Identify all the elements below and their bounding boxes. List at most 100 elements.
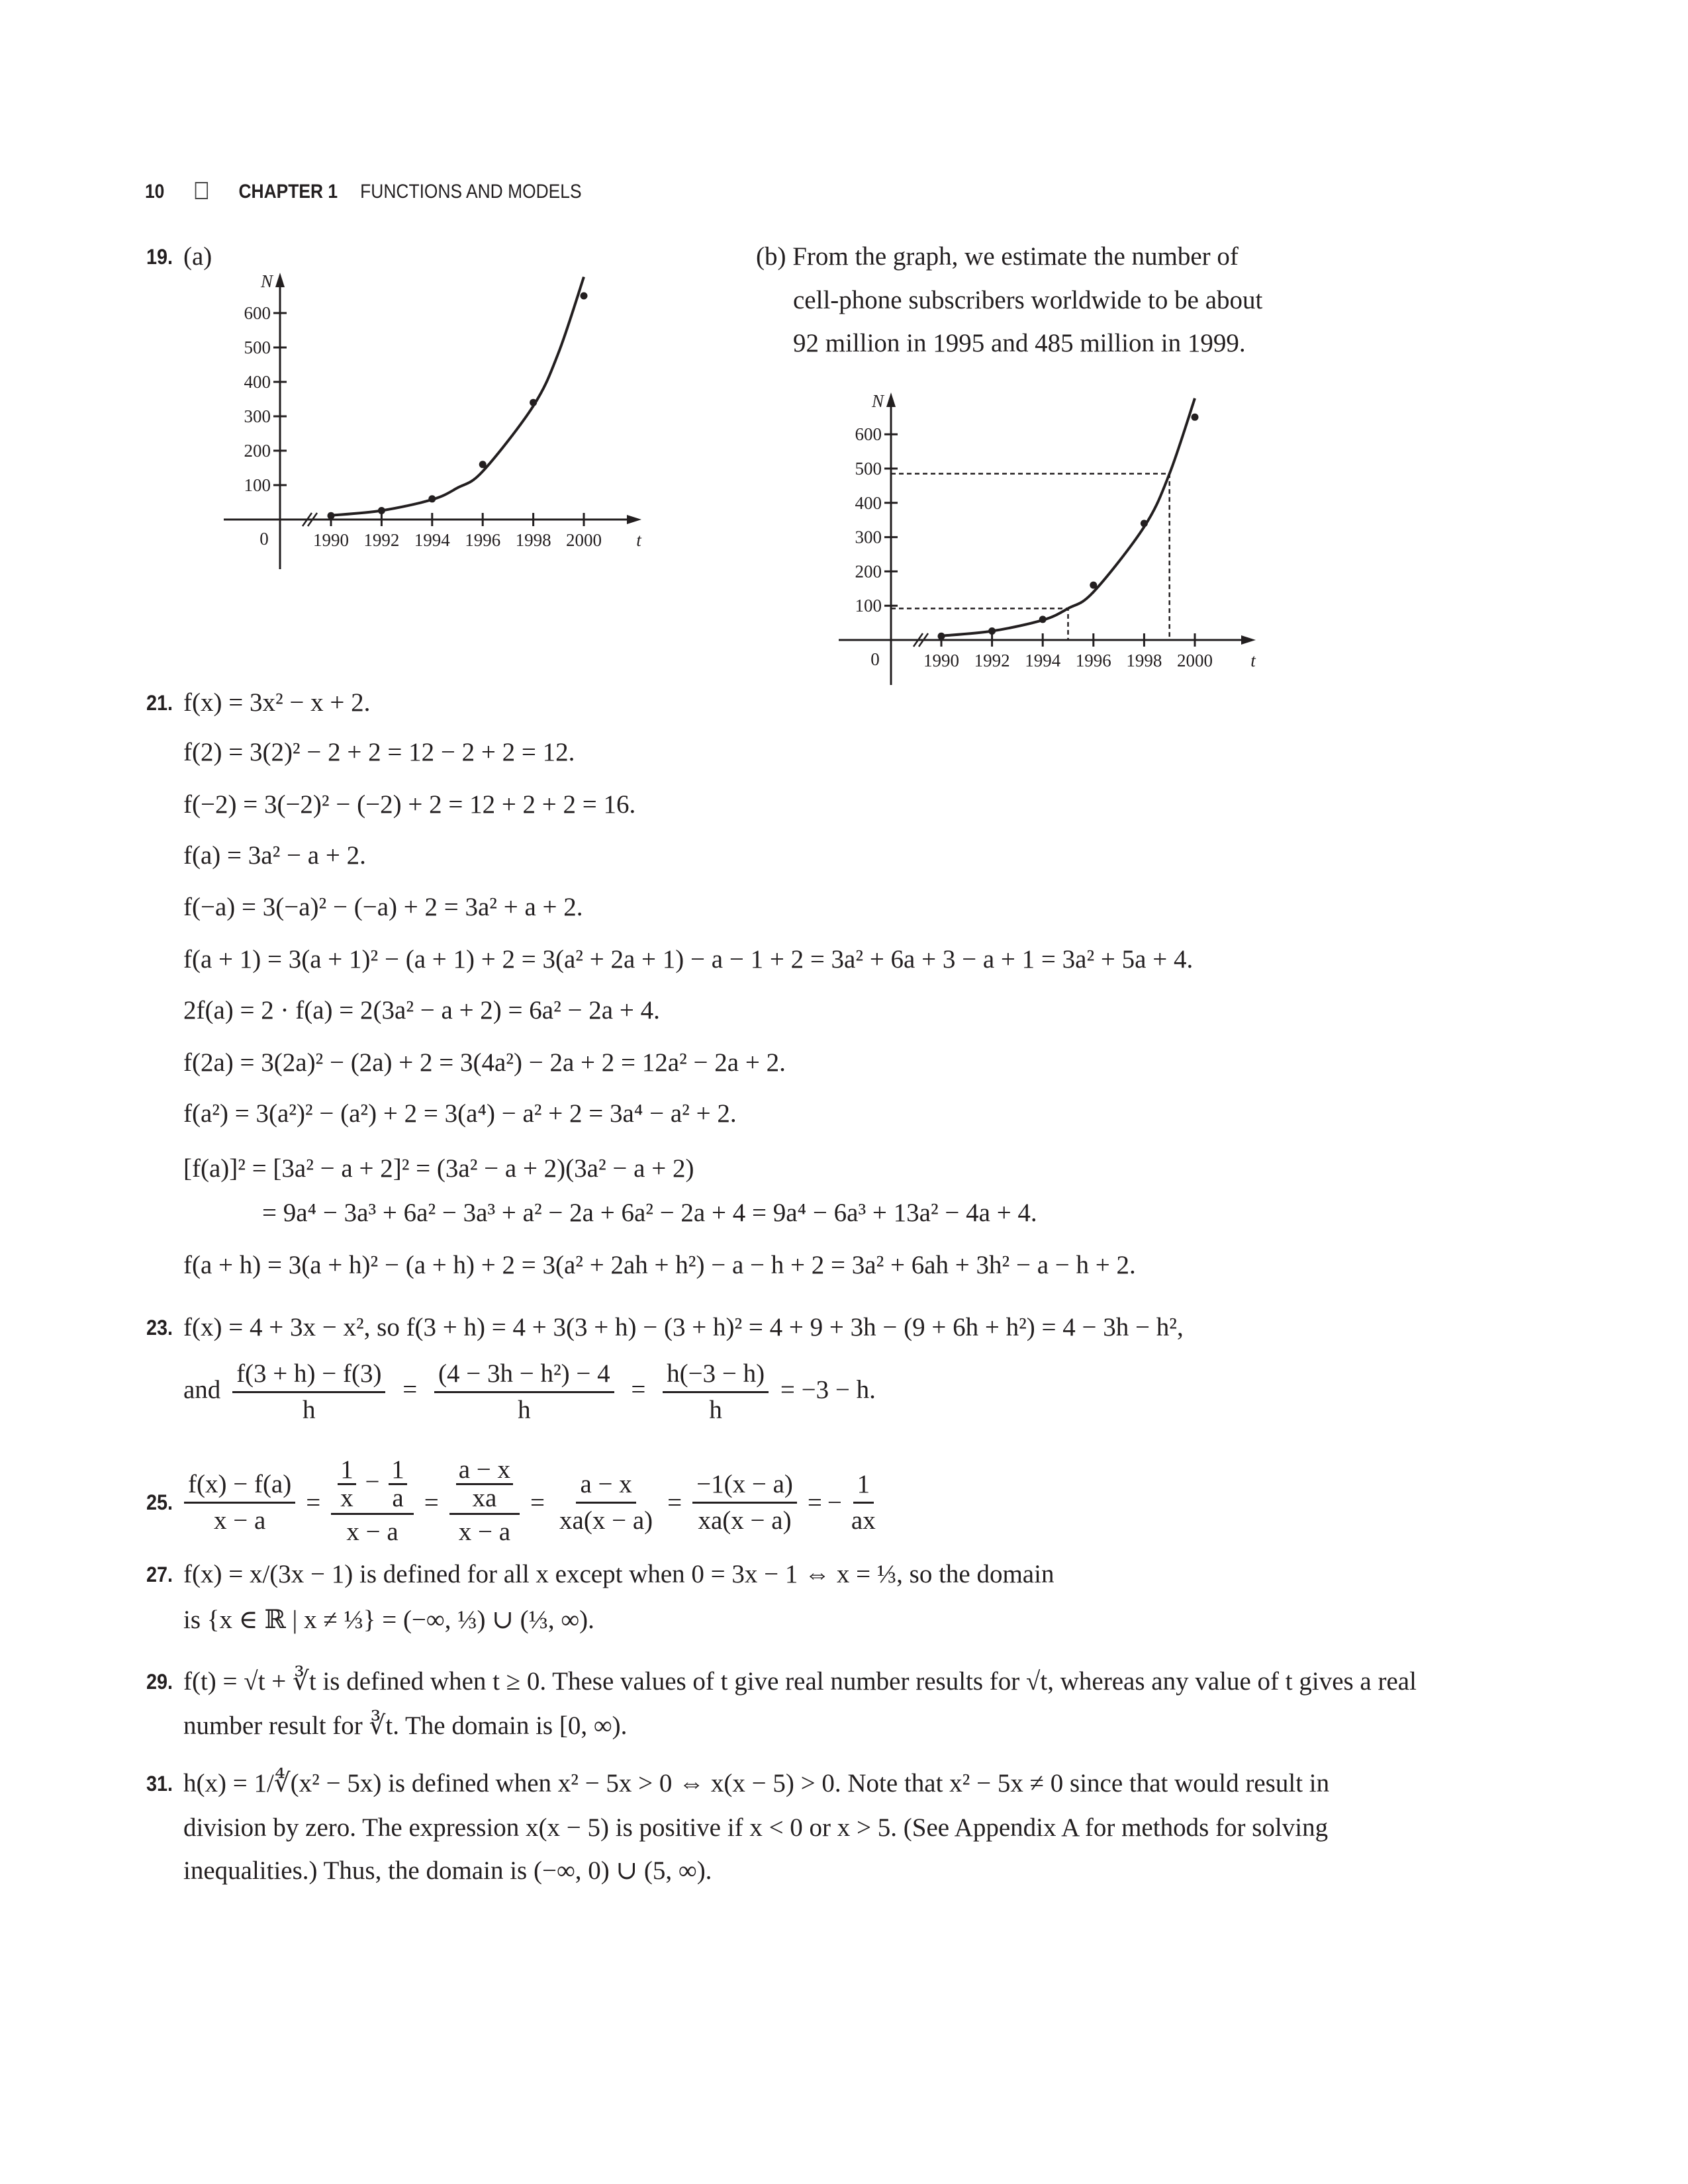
- numerator: a − x: [455, 1457, 514, 1485]
- fraction: f(3 + h) − f(3) h: [232, 1358, 386, 1426]
- p29-line-1: f(t) = √t + ∛t is defined when t ≥ 0. Th…: [183, 1667, 1417, 1696]
- x-tick-label: 1998: [1126, 651, 1162, 670]
- numerator: a − x: [576, 1469, 636, 1504]
- data-point: [479, 461, 487, 469]
- axis-break-mark: [912, 633, 924, 647]
- fraction: a − x xa: [455, 1457, 514, 1512]
- y-tick-label: 200: [244, 441, 271, 461]
- chapter-title: FUNCTIONS AND MODELS: [360, 181, 582, 203]
- x-tick-label: 1990: [313, 530, 349, 550]
- axis-break-mark: [301, 512, 313, 527]
- equals-sign: =: [306, 1488, 321, 1517]
- y-tick-label: 200: [855, 561, 882, 581]
- fitted-curve: [330, 276, 585, 517]
- page-number: 10: [145, 181, 165, 203]
- x-axis-label: t: [636, 530, 642, 550]
- denominator: xa(x − a): [698, 1506, 792, 1535]
- fraction: a − x xa(x − a): [555, 1469, 657, 1537]
- data-point: [327, 512, 335, 520]
- data-point: [1090, 581, 1098, 589]
- fraction: a − x xa x − a: [449, 1457, 520, 1548]
- data-point: [530, 398, 538, 406]
- p21-line-4: f(a) = 3a² − a + 2.: [183, 841, 366, 870]
- equals-sign: =: [807, 1488, 822, 1517]
- data-point: [988, 627, 996, 635]
- chapter-label: CHAPTER 1: [238, 181, 338, 203]
- equals-sign: =: [631, 1375, 646, 1404]
- y-tick-label: 100: [855, 596, 882, 615]
- chart-a: 100 200 300 400 500 600 1990 1992 1994 1996 1998 20…: [224, 271, 642, 569]
- data-point: [1191, 413, 1199, 421]
- x-tick-label: 1994: [414, 530, 451, 550]
- y-axis-arrow-icon: [886, 392, 896, 407]
- y-tick-label: 400: [244, 372, 271, 392]
- estimate-guide-line: [891, 608, 1069, 640]
- equals-sign: =: [402, 1375, 418, 1404]
- data-point: [1140, 520, 1148, 527]
- problem-number-23: 23.: [146, 1316, 173, 1340]
- square-bullet-icon: [195, 182, 209, 199]
- numerator: h(−3 − h): [663, 1358, 769, 1393]
- y-tick-label: 100: [244, 475, 271, 495]
- problem-number-25: 25.: [146, 1490, 173, 1514]
- p21-line-8: f(2a) = 3(2a)² − (2a) + 2 = 3(4a²) − 2a …: [183, 1048, 786, 1077]
- part-b-line-2: cell-phone subscribers worldwide to be a…: [793, 286, 1263, 314]
- y-tick-label: 600: [244, 303, 271, 323]
- p31-line-2: division by zero. The expression x(x − 5…: [183, 1813, 1329, 1842]
- p21-line-10: [f(a)]² = [3a² − a + 2]² = (3a² − a + 2)…: [183, 1154, 694, 1183]
- p27-line-2: is {x ∈ ℝ | x ≠ ⅓} = (−∞, ⅓) ∪ (⅓, ∞).: [183, 1606, 594, 1634]
- y-axis-arrow-icon: [275, 273, 285, 287]
- x-tick-label: 1992: [974, 651, 1010, 670]
- data-point: [580, 292, 588, 300]
- numerator: 1: [389, 1457, 407, 1485]
- problem-number-19: 19.: [146, 245, 173, 269]
- x-tick-label: 1998: [516, 530, 551, 550]
- p23-line-2: and f(3 + h) − f(3) h = (4 − 3h − h²) − 4…: [183, 1358, 876, 1426]
- p21-line-9: f(a²) = 3(a²)² − (a²) + 2 = 3(a⁴) − a² +…: [183, 1099, 737, 1128]
- x-axis-label: t: [1250, 651, 1256, 670]
- axis-break-mark: [306, 512, 318, 527]
- x-tick-label: 1992: [363, 530, 399, 550]
- p21-line-1: f(x) = 3x² − x + 2.: [183, 688, 371, 717]
- x-axis-arrow-icon: [627, 515, 641, 524]
- fraction: (4 − 3h − h²) − 4 h: [434, 1358, 614, 1426]
- x-tick-label: 1996: [1076, 651, 1111, 670]
- part-b-line-3: 92 million in 1995 and 485 million in 19…: [793, 329, 1246, 357]
- p27-line-1: f(x) = x/(3x − 1) is defined for all x e…: [183, 1560, 1055, 1588]
- origin-label: 0: [259, 529, 269, 549]
- denominator: x − a: [458, 1518, 511, 1546]
- fraction: 1 ax: [847, 1469, 880, 1537]
- part-a-label: (a): [183, 242, 212, 271]
- denominator: ax: [851, 1506, 876, 1535]
- x-tick-label: 1994: [1025, 651, 1061, 670]
- x-tick-label: 1990: [923, 651, 959, 670]
- denominator: x: [340, 1484, 353, 1512]
- numerator: a − x xa: [449, 1457, 520, 1515]
- p23-line-1: f(x) = 4 + 3x − x², so f(3 + h) = 4 + 3(…: [183, 1313, 1184, 1342]
- minus-sign: −: [365, 1467, 380, 1496]
- equals-sign: =: [424, 1488, 439, 1517]
- origin-label: 0: [870, 649, 880, 669]
- data-point: [1039, 615, 1047, 623]
- denominator: h: [518, 1396, 531, 1424]
- equals-sign: =: [667, 1488, 682, 1517]
- p21-line-3: f(−2) = 3(−2)² − (−2) + 2 = 12 + 2 + 2 =…: [183, 790, 636, 819]
- problem-number-27: 27.: [146, 1563, 173, 1586]
- denominator: a: [392, 1484, 404, 1512]
- estimate-guide-line: [891, 473, 1170, 640]
- p21-line-11: = 9a⁴ − 3a³ + 6a² − 3a³ + a² − 2a + 6a² …: [262, 1199, 1037, 1227]
- y-tick-label: 400: [855, 493, 882, 513]
- numerator: f(3 + h) − f(3): [232, 1358, 386, 1393]
- y-tick-label: 300: [855, 527, 882, 547]
- denominator: x − a: [213, 1506, 266, 1535]
- x-tick-label: 2000: [1177, 651, 1213, 670]
- data-point: [937, 632, 945, 640]
- numerator: f(x) − f(a): [184, 1469, 296, 1504]
- equals-sign: =: [530, 1488, 545, 1517]
- p21-line-7: 2f(a) = 2 · f(a) = 2(3a² − a + 2) = 6a² …: [183, 996, 660, 1024]
- data-point: [377, 506, 385, 514]
- denominator: h: [709, 1396, 722, 1424]
